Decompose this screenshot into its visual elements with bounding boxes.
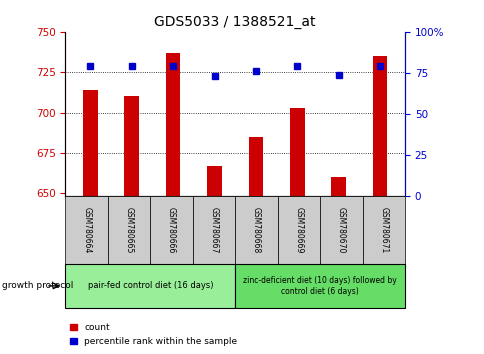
Text: GSM780668: GSM780668 xyxy=(251,207,260,253)
Bar xyxy=(166,53,180,196)
Text: pair-fed control diet (16 days): pair-fed control diet (16 days) xyxy=(88,281,212,290)
Text: GSM780669: GSM780669 xyxy=(294,207,303,253)
Text: GSM780666: GSM780666 xyxy=(166,207,176,253)
Bar xyxy=(83,90,97,196)
Title: GDS5033 / 1388521_at: GDS5033 / 1388521_at xyxy=(154,16,315,29)
Bar xyxy=(289,108,304,196)
Legend: count, percentile rank within the sample: count, percentile rank within the sample xyxy=(70,324,237,346)
Text: GSM780671: GSM780671 xyxy=(378,207,388,253)
Bar xyxy=(372,56,387,196)
Bar xyxy=(331,177,345,196)
Text: zinc-deficient diet (10 days) followed by
control diet (6 days): zinc-deficient diet (10 days) followed b… xyxy=(242,276,396,296)
Text: GSM780667: GSM780667 xyxy=(209,207,218,253)
Bar xyxy=(248,137,263,196)
Text: growth protocol: growth protocol xyxy=(2,281,74,290)
Text: GSM780665: GSM780665 xyxy=(124,207,134,253)
Text: GSM780670: GSM780670 xyxy=(336,207,345,253)
Bar xyxy=(207,166,221,196)
Bar xyxy=(124,96,139,196)
Text: GSM780664: GSM780664 xyxy=(82,207,91,253)
